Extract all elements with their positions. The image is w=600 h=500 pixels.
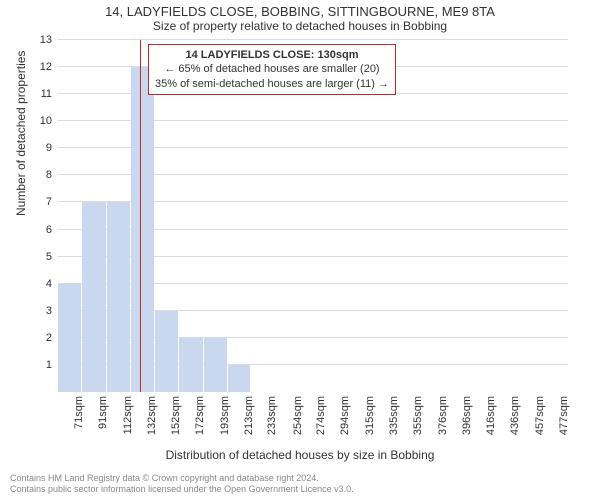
- x-tick-label: 376sqm: [437, 396, 449, 435]
- x-tick-label: 193sqm: [219, 396, 231, 435]
- x-tick-label: 172sqm: [194, 396, 206, 435]
- histogram-bar: [179, 338, 203, 392]
- x-tick-label: 355sqm: [412, 396, 424, 435]
- annotation-box: 14 LADYFIELDS CLOSE: 130sqm← 65% of deta…: [148, 44, 396, 95]
- x-tick-label: 294sqm: [339, 396, 351, 435]
- x-axis-label: Distribution of detached houses by size …: [0, 448, 600, 462]
- page-title-line1: 14, LADYFIELDS CLOSE, BOBBING, SITTINGBO…: [0, 4, 600, 19]
- y-tick-label: 12: [24, 61, 52, 73]
- histogram-bar: [131, 67, 154, 392]
- page-title-line2: Size of property relative to detached ho…: [0, 19, 600, 33]
- annotation-line3: 35% of semi-detached houses are larger (…: [155, 77, 389, 91]
- y-tick-label: 9: [24, 142, 52, 154]
- annotation-line1: 14 LADYFIELDS CLOSE: 130sqm: [155, 48, 389, 62]
- x-tick-label: 457sqm: [534, 396, 546, 435]
- y-tick-label: 13: [24, 34, 52, 46]
- chart-plot-area: 1234567891011121371sqm91sqm112sqm132sqm1…: [58, 40, 568, 392]
- x-tick-label: 436sqm: [509, 396, 521, 435]
- x-tick-label: 274sqm: [315, 396, 327, 435]
- histogram-bar: [107, 202, 130, 392]
- y-tick-label: 2: [24, 332, 52, 344]
- x-tick-label: 132sqm: [146, 396, 158, 435]
- histogram-bar: [82, 202, 106, 392]
- marker-line: [140, 40, 141, 392]
- attribution-line2: Contains public sector information licen…: [10, 484, 354, 496]
- x-tick-label: 335sqm: [388, 396, 400, 435]
- histogram-bar: [228, 365, 251, 392]
- y-tick-label: 6: [24, 224, 52, 236]
- x-tick-label: 112sqm: [122, 396, 134, 434]
- x-tick-label: 71sqm: [73, 396, 85, 429]
- y-tick-label: 3: [24, 305, 52, 317]
- y-tick-label: 5: [24, 251, 52, 263]
- histogram-bar: [58, 284, 81, 392]
- y-tick-label: 10: [24, 115, 52, 127]
- y-tick-label: 4: [24, 278, 52, 290]
- histogram-bar: [204, 338, 227, 392]
- x-tick-label: 91sqm: [97, 396, 109, 429]
- y-axis-label: Number of detached properties: [14, 51, 28, 216]
- annotation-line2: ← 65% of detached houses are smaller (20…: [155, 62, 389, 76]
- attribution-line1: Contains HM Land Registry data © Crown c…: [10, 473, 354, 485]
- y-tick-label: 7: [24, 196, 52, 208]
- x-tick-label: 416sqm: [485, 396, 497, 435]
- x-tick-label: 254sqm: [292, 396, 304, 435]
- histogram-bar: [155, 311, 178, 392]
- x-tick-label: 233sqm: [266, 396, 278, 435]
- x-tick-label: 213sqm: [243, 396, 255, 435]
- grid-line: [58, 39, 568, 40]
- x-tick-label: 315sqm: [364, 396, 376, 435]
- x-tick-label: 152sqm: [170, 396, 182, 435]
- y-tick-label: 8: [24, 169, 52, 181]
- x-tick-label: 477sqm: [558, 396, 570, 435]
- attribution-text: Contains HM Land Registry data © Crown c…: [10, 473, 354, 496]
- y-tick-label: 11: [24, 88, 52, 100]
- x-tick-label: 396sqm: [461, 396, 473, 435]
- y-tick-label: 1: [24, 359, 52, 371]
